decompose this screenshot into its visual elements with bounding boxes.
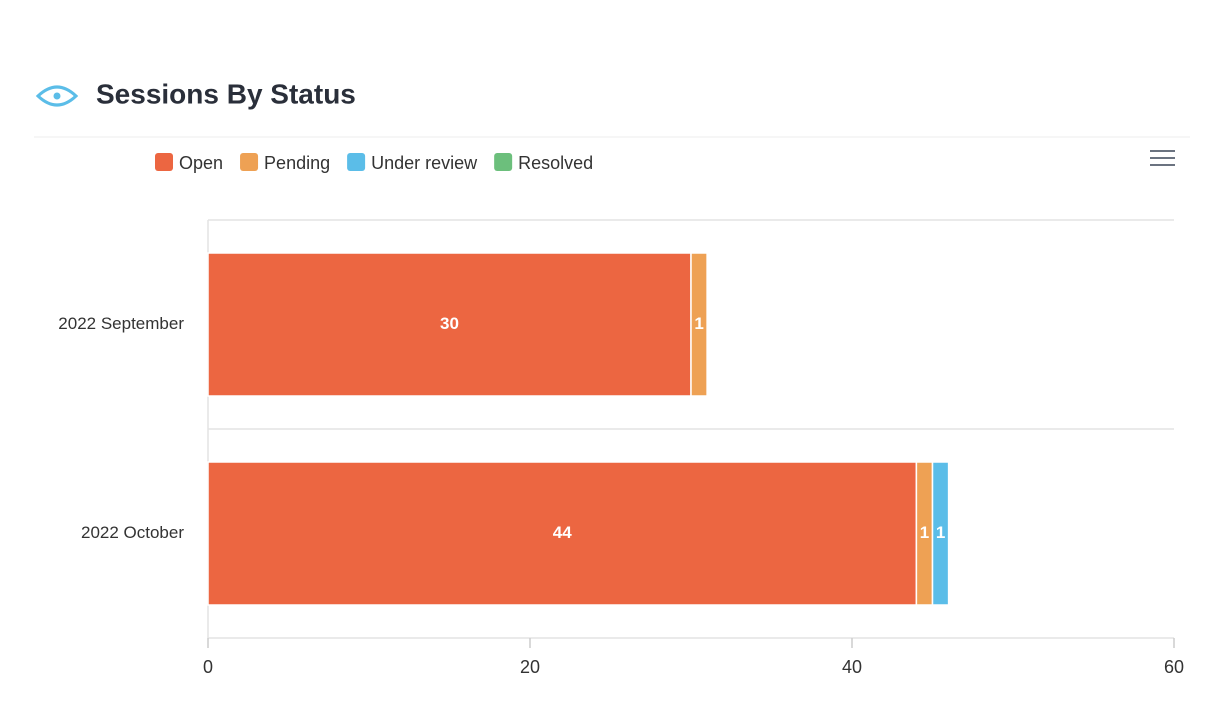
- y-tick-label: 2022 October: [81, 523, 184, 542]
- bar-segment: [690, 252, 708, 397]
- legend-swatch: [240, 153, 259, 171]
- data-label: 1: [694, 314, 703, 333]
- data-label: 44: [553, 523, 572, 542]
- legend-item[interactable]: Under review: [347, 153, 478, 173]
- legend-label: Open: [179, 153, 223, 173]
- menu-button[interactable]: [1150, 150, 1175, 166]
- legend-swatch: [494, 153, 513, 171]
- legend-label: Under review: [371, 153, 478, 173]
- chart-title: Sessions By Status: [96, 78, 356, 109]
- eye-icon: [35, 85, 79, 107]
- legend-label: Pending: [264, 153, 330, 173]
- data-label: 30: [440, 314, 459, 333]
- data-label: 1: [936, 523, 945, 542]
- legend-item[interactable]: Pending: [240, 153, 330, 173]
- x-tick-label: 0: [203, 657, 213, 677]
- x-tick-label: 40: [842, 657, 862, 677]
- bar-segment: [207, 252, 692, 397]
- legend-item[interactable]: Open: [155, 153, 223, 173]
- x-tick-label: 60: [1164, 657, 1184, 677]
- legend-label: Resolved: [518, 153, 593, 173]
- y-tick-label: 2022 September: [58, 314, 184, 333]
- legend-swatch: [347, 153, 366, 171]
- data-label: 1: [920, 523, 929, 542]
- legend-item[interactable]: Resolved: [494, 153, 593, 173]
- bar-segment: [931, 461, 950, 606]
- x-tick-label: 20: [520, 657, 540, 677]
- legend-swatch: [155, 153, 173, 171]
